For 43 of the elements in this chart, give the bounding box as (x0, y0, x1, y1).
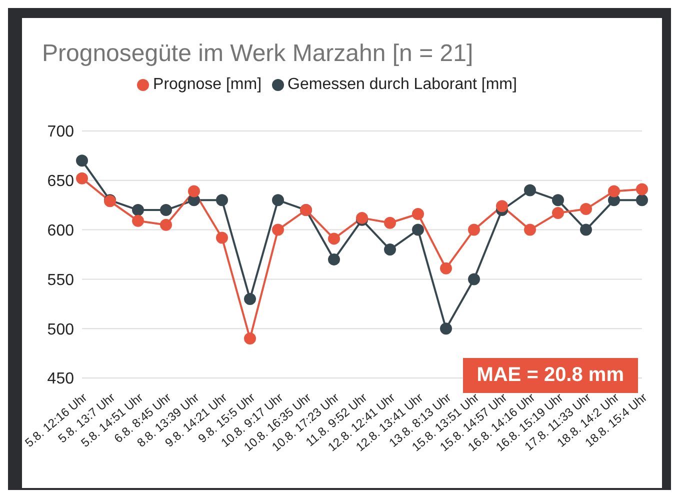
y-tick-label: 450 (47, 370, 74, 388)
y-tick-label: 650 (47, 173, 74, 190)
point (552, 207, 564, 220)
point (188, 185, 200, 198)
point (468, 224, 480, 236)
point (580, 224, 592, 236)
point (384, 244, 396, 256)
point (580, 203, 592, 216)
y-tick-label: 700 (47, 124, 74, 141)
point (328, 232, 340, 245)
y-tick-label: 500 (47, 321, 74, 338)
point (272, 194, 284, 206)
point (216, 194, 228, 206)
point (636, 194, 648, 206)
point (76, 154, 88, 167)
annotation: MAE = 20.8 mm (476, 364, 624, 386)
legend-label: Prognose [mm] (153, 76, 262, 93)
point (552, 194, 564, 206)
point (496, 200, 508, 212)
point (244, 292, 256, 305)
point (244, 332, 256, 344)
point (76, 172, 88, 184)
point (216, 232, 228, 244)
point (524, 184, 536, 196)
point (440, 262, 452, 274)
y-tick-label: 550 (47, 272, 74, 289)
point (160, 204, 172, 216)
point (636, 183, 648, 196)
point (440, 322, 452, 335)
point (384, 216, 396, 229)
legend-label: Gemessen durch Laborant [mm] (288, 76, 517, 93)
y-tick-label: 600 (47, 222, 74, 240)
point (468, 273, 480, 286)
point (272, 224, 284, 236)
chart-title: Prognosegüte im Werk Marzahn [n = 21] (42, 40, 474, 68)
point (328, 253, 340, 266)
point (412, 208, 424, 220)
point (132, 204, 144, 216)
point (412, 224, 424, 236)
point (608, 185, 620, 198)
point (160, 218, 172, 231)
point (524, 224, 536, 236)
point (132, 214, 144, 227)
